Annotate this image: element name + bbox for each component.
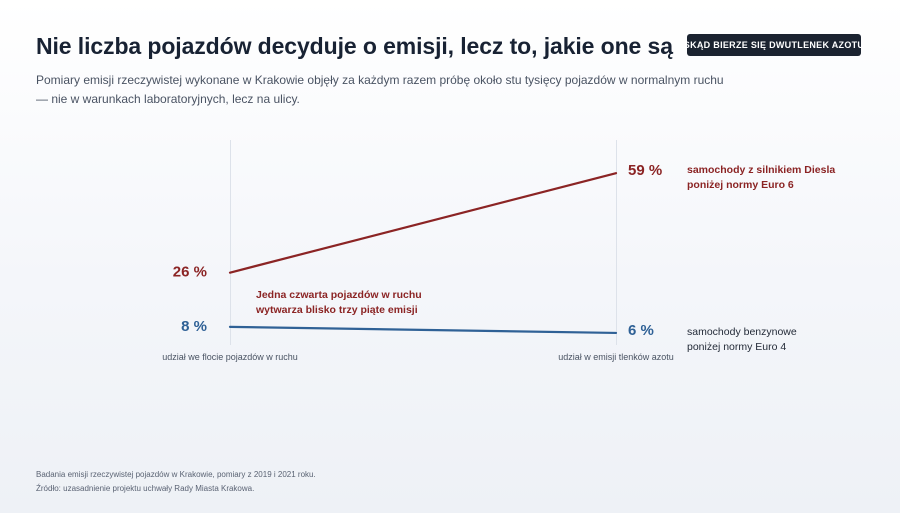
value-label-petrol-fleet: 8 % [181, 318, 207, 335]
labels-layer: 26 % 59 % samochody z silnikiem Diesla poni… [162, 162, 835, 362]
value-label-diesel-emission: 59 % [628, 162, 662, 179]
category-label-fleet: udział we flocie pojazdów w ruchu [162, 352, 298, 362]
footer: Badania emisji rzeczywistej pojazdów w K… [36, 468, 316, 496]
series-layer [228, 172, 618, 335]
page-title: Nie liczba pojazdów decyduje o emisji, l… [36, 33, 673, 59]
value-label-diesel-fleet: 26 % [173, 264, 207, 281]
series-name-petrol: samochody benzynowe poniżej normy Euro 4 [687, 326, 797, 353]
cta-button[interactable]: SKĄD BIERZE SIĘ DWUTLENEK AZOTU [684, 34, 864, 56]
page-subtitle: Pomiary emisji rzeczywistej wykonane w K… [36, 73, 724, 106]
footer-source: Źródło: uzasadnienie projektu uchwały Ra… [36, 484, 255, 493]
value-label-petrol-emission: 6 % [628, 322, 654, 339]
category-label-emission: udział w emisji tlenków azotu [558, 352, 674, 362]
footer-note: Badania emisji rzeczywistej pojazdów w K… [36, 470, 316, 479]
annotation-text: Jedna czwarta pojazdów w ruchu wytwarza b… [255, 289, 422, 316]
series-name-diesel: samochody z silnikiem Diesla poniżej norm… [687, 164, 835, 191]
series-line-diesel [228, 172, 618, 274]
series-line-petrol [228, 325, 618, 335]
